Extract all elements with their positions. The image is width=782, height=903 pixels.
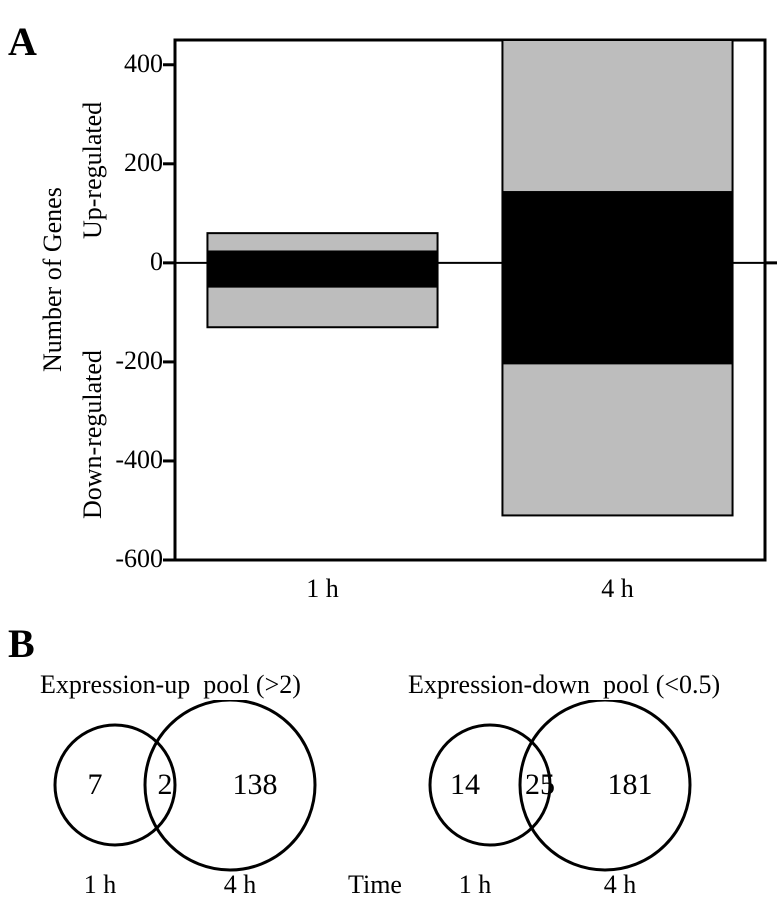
y-tick-label: 200 — [105, 148, 163, 178]
venn-down-right-value: 181 — [585, 768, 675, 802]
y-tick-label: -600 — [105, 544, 163, 574]
venn-down-left-time: 1 h — [445, 870, 505, 900]
venn-up-title: Expression-up pool (>2) — [40, 670, 301, 700]
venn-down-intersection-value: 25 — [510, 768, 570, 802]
venn-up-intersection-value: 2 — [140, 768, 190, 802]
y-tick-label: -400 — [105, 445, 163, 475]
bar-chart — [0, 0, 782, 620]
x-tick-label: 4 h — [578, 574, 658, 604]
venn-up-right-value: 138 — [210, 768, 300, 802]
venn-up-left-value: 7 — [70, 768, 120, 802]
panel-b-label: B — [8, 620, 35, 667]
y-tick-label: -200 — [105, 346, 163, 376]
venn-up-right-time: 4 h — [210, 870, 270, 900]
venn-time-label: Time — [335, 870, 415, 900]
y-tick-label: 400 — [105, 49, 163, 79]
venn-up-left-time: 1 h — [70, 870, 130, 900]
venn-down-title: Expression-down pool (<0.5) — [408, 670, 720, 700]
venn-down-left-value: 14 — [435, 768, 495, 802]
y-tick-label: 0 — [105, 247, 163, 277]
venn-down-right-time: 4 h — [590, 870, 650, 900]
x-tick-label: 1 h — [283, 574, 363, 604]
